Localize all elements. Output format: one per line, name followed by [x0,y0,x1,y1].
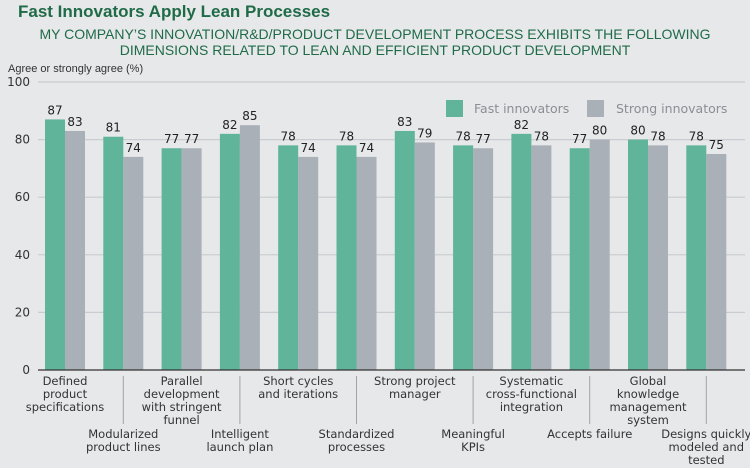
subtitle-line-2: DIMENSIONS RELATED TO LEAN AND EFFICIENT… [119,42,631,58]
bar-fast-innovators [569,148,590,370]
bar-fast-innovators [394,130,415,370]
data-label: 75 [709,138,724,152]
y-tick-label: 80 [15,133,30,147]
data-label: 78 [455,129,470,143]
data-label: 74 [301,141,316,155]
x-tick-label: Systematic cross-functional integration [486,374,577,414]
chart-title: Fast Innovators Apply Lean Processes [18,2,331,21]
data-label: 83 [397,115,412,129]
data-label: 87 [47,103,62,117]
bar-strong-innovators [298,156,319,370]
bar-fast-innovators [161,148,182,370]
data-label: 82 [514,118,529,132]
x-tick-label: Designs quickly modeled and tested [661,427,750,467]
bar-strong-innovators [531,145,552,370]
data-label: 80 [630,124,645,138]
bar-strong-innovators [65,130,85,370]
y-tick-label: 60 [15,190,30,204]
legend-label-fast-innovators: Fast innovators [474,101,569,116]
data-label: 77 [184,132,199,146]
bar-strong-innovators [123,156,144,370]
data-label: 83 [67,115,82,129]
x-tick-label: Parallel development with stringent funnel [142,374,222,427]
bar-strong-innovators [356,156,377,370]
data-label: 77 [572,132,587,146]
y-tick-label: 20 [15,305,30,319]
data-label: 78 [281,129,296,143]
subtitle-line-1: MY COMPANY’S INNOVATION/R&D/PRODUCT DEVE… [39,26,711,42]
x-tick-label: Accepts failure [547,427,632,441]
x-tick-label: Modularized product lines [86,427,161,454]
data-label: 81 [106,121,121,135]
data-label: 80 [592,124,607,138]
data-label: 79 [417,126,432,140]
legend-swatch-fast-innovators [446,100,463,117]
bar-strong-innovators [473,148,494,370]
bar-strong-innovators [239,125,260,370]
y-tick-label: 40 [15,248,30,262]
legend-label-strong-innovators: Strong innovators [616,101,727,116]
data-label: 74 [126,141,141,155]
data-label: 77 [164,132,179,146]
bar-strong-innovators [414,142,435,370]
bar-fast-innovators [336,145,357,370]
bar-fast-innovators [45,119,65,370]
bar-fast-innovators [686,145,707,370]
data-label: 78 [650,129,665,143]
data-label: 74 [359,141,374,155]
data-label: 78 [689,129,704,143]
x-tick-label: Defined product specifications [26,374,105,414]
x-tick-label: Intelligent launch plan [206,427,273,454]
bar-fast-innovators [219,133,240,370]
data-label: 78 [339,129,354,143]
bar-fast-innovators [453,145,474,370]
bar-fast-innovators [278,145,299,370]
y-tick-label: 0 [22,363,30,377]
bar-strong-innovators [181,148,202,370]
x-tick-label: Strong project manager [374,374,456,401]
legend-swatch-strong-innovators [587,100,604,117]
x-tick-label: Short cycles and iterations [258,374,338,401]
y-axis-label: Agree or strongly agree (%) [8,63,144,75]
x-tick-label: Global knowledge management system [609,374,687,427]
chart-subtitle: MY COMPANY’S INNOVATION/R&D/PRODUCT DEVE… [0,26,750,58]
y-tick-label: 100 [7,75,30,89]
data-label: 77 [475,132,490,146]
bar-fast-innovators [103,136,124,370]
data-label: 85 [242,109,257,123]
bar-strong-innovators [589,139,610,370]
data-label: 78 [534,129,549,143]
bar-strong-innovators [706,154,727,370]
bar-fast-innovators [511,133,532,370]
data-label: 82 [222,118,237,132]
x-tick-label: Meaningful KPIs [441,427,505,454]
x-tick-label: Standardized processes [319,427,395,454]
bar-fast-innovators [628,139,648,370]
bar-strong-innovators [648,145,668,370]
